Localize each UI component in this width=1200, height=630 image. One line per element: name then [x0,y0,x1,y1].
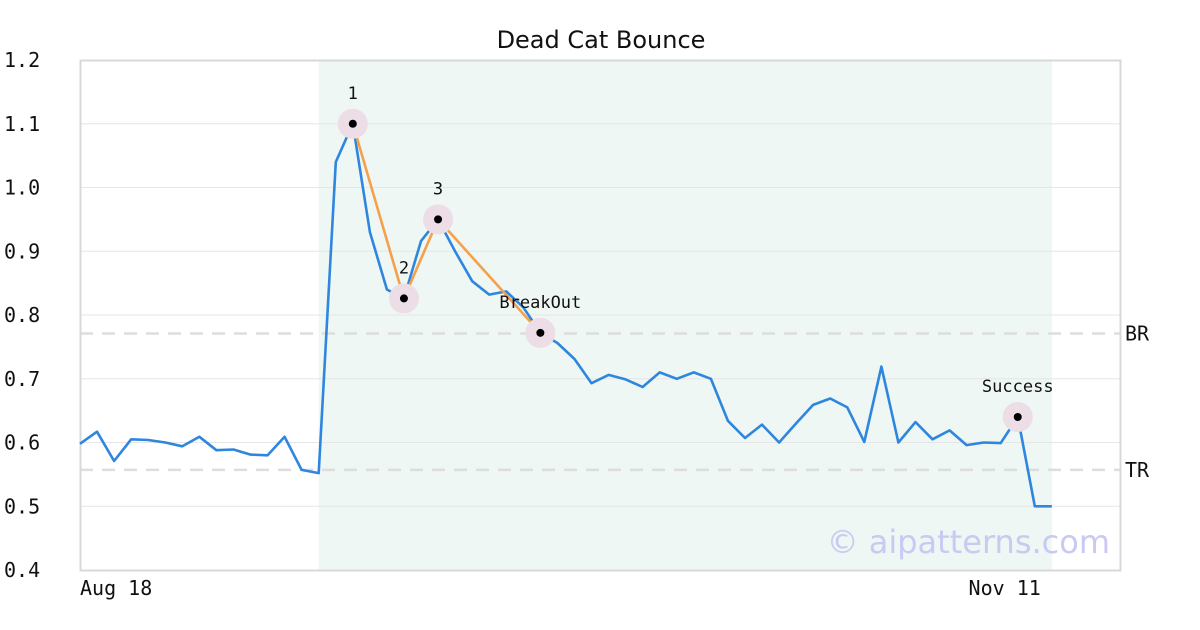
x-axis-ticks: Aug 18 Nov 11 [80,576,1041,600]
y-tick-label: 0.7 [4,367,40,391]
y-tick-label: 1.0 [4,176,40,200]
y-tick-label: 1.2 [4,48,40,72]
y-tick-label: 1.1 [4,112,40,136]
point-dot [536,328,545,337]
chart-title: Dead Cat Bounce [497,26,706,54]
point-label: BreakOut [499,293,581,313]
x-tick-label: Aug 18 [80,576,152,600]
x-tick-label: Nov 11 [969,576,1041,600]
y-tick-label: 0.4 [4,558,40,582]
point-dot [434,215,443,224]
y-axis-ticks: 0.4 0.5 0.6 0.7 0.8 0.9 1.0 1.1 1.2 [4,48,40,582]
point-label: 1 [348,84,358,104]
y-tick-label: 0.5 [4,494,40,518]
y-tick-label: 0.8 [4,303,40,327]
watermark: © aipatterns.com [827,523,1110,561]
point-dot [1013,413,1022,421]
pattern-points: 1 2 3 BreakOut Success [337,84,1054,432]
point-label: 3 [433,179,443,199]
price-line [79,122,1052,508]
y-tick-label: 0.6 [4,431,40,455]
level-lines: BR TR [80,321,1150,482]
y-tick-label: 0.9 [4,239,40,263]
point-dot [348,119,357,128]
point-label: Success [982,377,1054,397]
pattern-connector-line [351,123,542,334]
level-label: TR [1125,458,1150,482]
level-label: BR [1125,321,1150,345]
point-dot [399,294,408,303]
point-label: 2 [399,258,409,278]
price-series [79,122,1052,508]
pattern-line [351,123,542,334]
plot-frame [79,59,1122,572]
